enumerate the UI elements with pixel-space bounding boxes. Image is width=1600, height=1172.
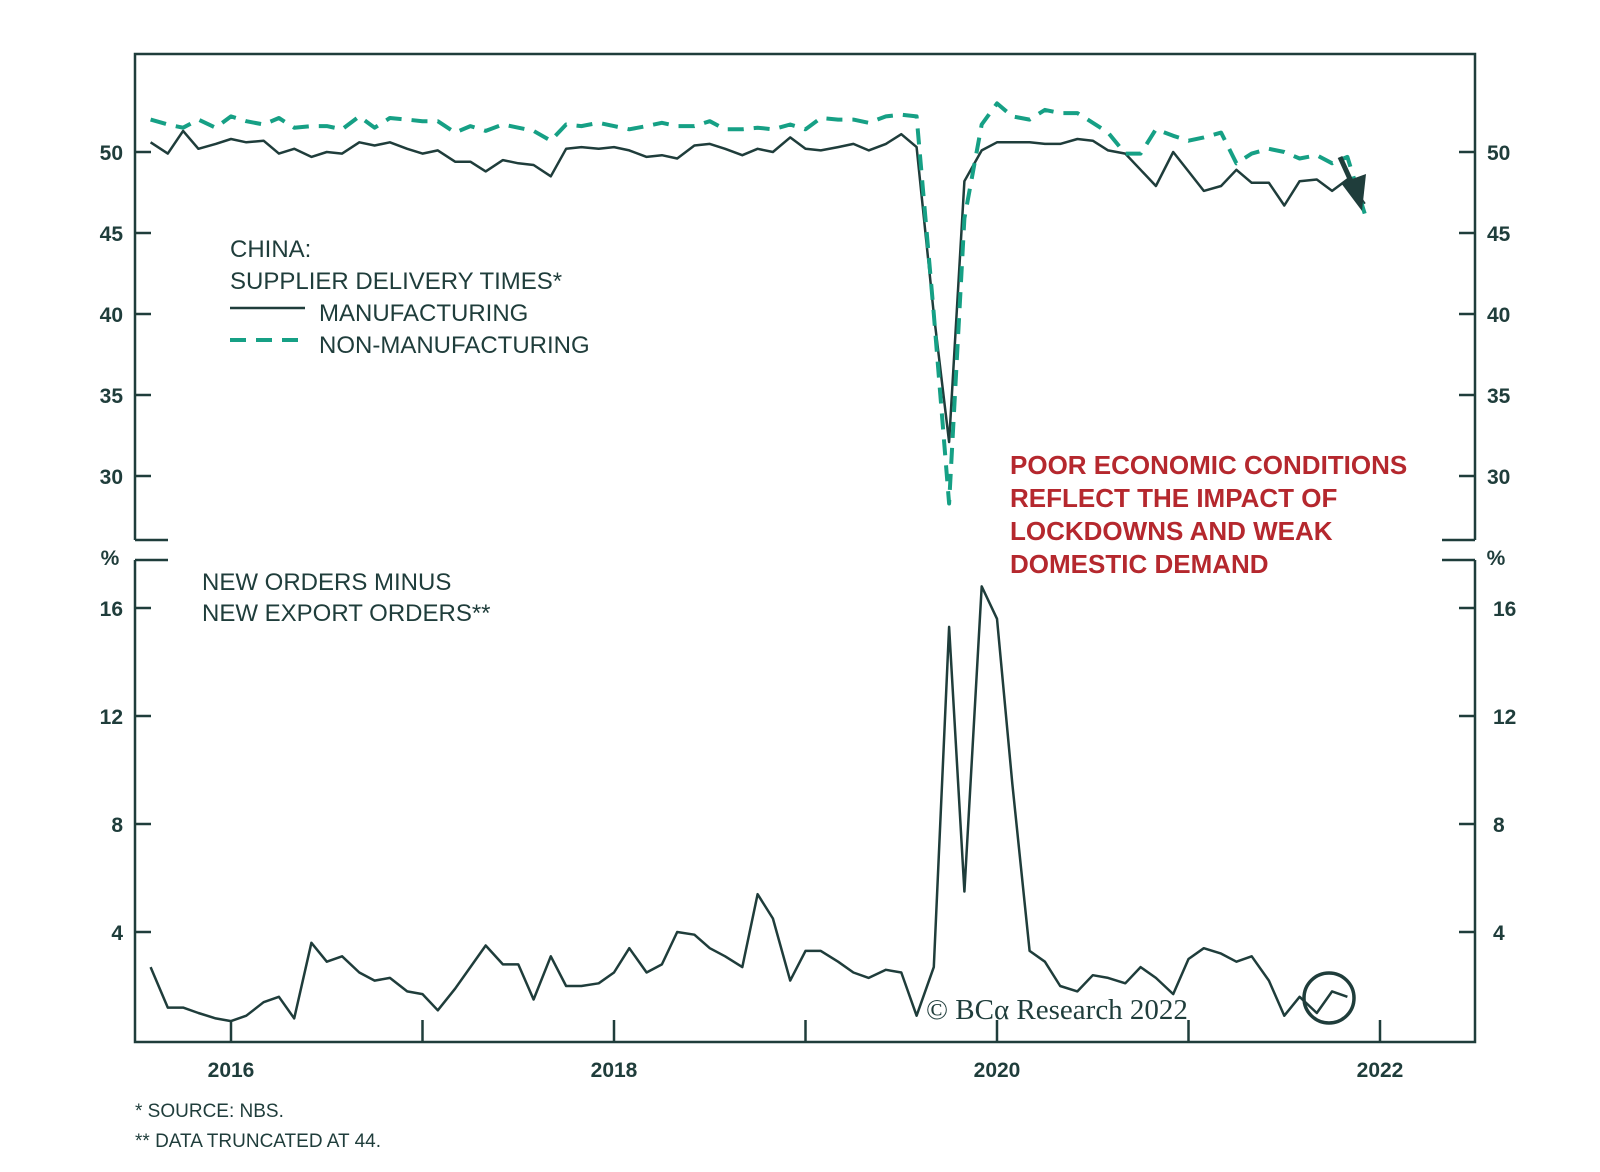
series-line-new-orders-minus-export-orders	[149, 585, 1348, 1023]
x-tick-label: 2018	[591, 1059, 638, 1082]
bottom-legend: NEW ORDERS MINUS NEW EXPORT ORDERS**	[202, 569, 491, 627]
frame-bottom-panel	[133, 560, 1477, 1044]
down-arrow-icon	[1337, 155, 1366, 211]
frame-divider-left	[135, 538, 168, 562]
frame-top-panel	[133, 52, 1477, 540]
y-tick-label-right: 8	[1493, 814, 1505, 837]
frame-divider-right	[1442, 538, 1475, 562]
y-tick-label-right: 40	[1487, 304, 1510, 327]
y-tick-label-left: 50	[100, 142, 123, 165]
y-tick-label-left: 35	[100, 385, 124, 408]
legend-label-manufacturing: MANUFACTURING	[319, 300, 528, 327]
y-tick-label-left: 40	[100, 304, 123, 327]
annotation-line: DOMESTIC DEMAND	[1010, 549, 1269, 579]
y-unit-label-right: %	[1487, 547, 1506, 570]
x-tick-label: 2020	[974, 1059, 1021, 1082]
circle-highlight-icon	[1302, 971, 1356, 1025]
y-tick-label-right: 30	[1487, 466, 1510, 489]
y-tick-label-left: 45	[100, 223, 124, 246]
y-tick-label-left: 12	[100, 706, 123, 729]
footnote-source: * SOURCE: NBS.	[135, 1101, 284, 1122]
top-panel-title: CHINA:	[230, 236, 311, 263]
series-line-manufacturing	[149, 129, 1366, 444]
y-tick-label-right: 4	[1493, 922, 1505, 945]
series-layer	[149, 101, 1367, 1023]
y-tick-label-right: 35	[1487, 385, 1511, 408]
annotation-line: POOR ECONOMIC CONDITIONS	[1010, 450, 1407, 480]
y-tick-label-right: 12	[1493, 706, 1516, 729]
axes: 30 30 35 35 40 40 45 45 50 50 4 4 8 8 12 12 16 16% % 2016 20…	[100, 142, 1517, 1082]
x-tick-label: 2022	[1357, 1059, 1404, 1082]
annotation-text: POOR ECONOMIC CONDITIONS REFLECT THE IMPA…	[1010, 450, 1407, 579]
chart-frame	[133, 52, 1477, 1044]
copyright-text: © BCα Research 2022	[926, 994, 1188, 1026]
y-tick-label-left: 16	[100, 598, 123, 621]
x-tick-label: 2016	[208, 1059, 255, 1082]
footnote-truncated: ** DATA TRUNCATED AT 44.	[135, 1131, 381, 1152]
top-panel-subtitle: SUPPLIER DELIVERY TIMES*	[230, 268, 562, 295]
annotation-line: REFLECT THE IMPACT OF	[1010, 483, 1337, 513]
y-tick-label-left: 4	[111, 922, 123, 945]
series-line-non-manufacturing	[150, 101, 1367, 506]
y-tick-label-right: 16	[1493, 598, 1516, 621]
annotation-line: LOCKDOWNS AND WEAK	[1010, 516, 1333, 546]
y-tick-label-right: 50	[1487, 142, 1510, 165]
top-legend: CHINA: SUPPLIER DELIVERY TIMES* MANUFACT…	[230, 236, 590, 359]
y-tick-label-right: 45	[1487, 223, 1511, 246]
y-tick-label-left: 30	[100, 466, 123, 489]
y-tick-label-left: 8	[111, 814, 123, 837]
bottom-panel-title: NEW ORDERS MINUS	[202, 569, 451, 596]
bottom-panel-subtitle: NEW EXPORT ORDERS**	[202, 600, 491, 627]
y-unit-label-left: %	[101, 547, 120, 570]
legend-label-non-manufacturing: NON-MANUFACTURING	[319, 332, 590, 359]
